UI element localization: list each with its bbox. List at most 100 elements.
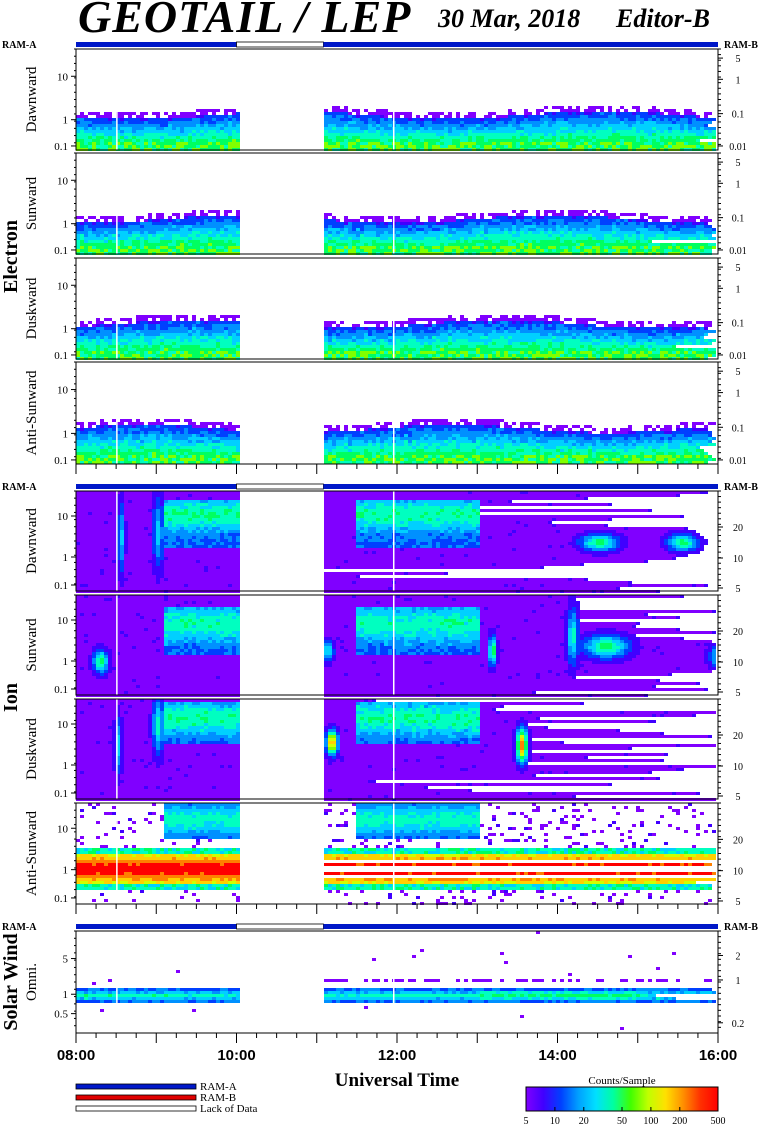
spectrogram-cell xyxy=(504,330,508,333)
spectrogram-cell xyxy=(564,613,568,616)
spectrogram-cell xyxy=(88,136,92,139)
spectrogram-cell xyxy=(588,446,592,449)
spectrogram-cell xyxy=(408,127,412,130)
spectrogram-cell xyxy=(432,145,440,148)
spectrogram-cell xyxy=(128,339,132,342)
spectrogram-cell xyxy=(676,434,684,437)
spectrogram-cell xyxy=(488,500,492,503)
spectrogram-cell xyxy=(168,458,172,461)
spectrogram-cell xyxy=(508,437,512,440)
spectrogram-cell xyxy=(160,545,164,548)
spectrogram-cell xyxy=(104,521,108,524)
spectrogram-cell xyxy=(348,449,352,452)
spectrogram-cell xyxy=(616,231,636,234)
spectrogram-cell xyxy=(336,351,340,354)
spectrogram-cell xyxy=(404,434,408,437)
spectrogram-cell xyxy=(508,228,512,231)
spectrogram-cell xyxy=(168,578,240,581)
spectrogram-cell xyxy=(604,524,608,527)
spectrogram-cell xyxy=(76,530,116,533)
spectrogram-cell xyxy=(380,449,384,452)
spectrogram-cell xyxy=(668,324,688,327)
spectrogram-cell xyxy=(580,494,676,497)
spectrogram-cell xyxy=(328,136,336,139)
spectrogram-cell xyxy=(76,345,80,348)
spectrogram-cell xyxy=(560,601,568,604)
spectrogram-cell xyxy=(532,240,536,243)
spectrogram-cell xyxy=(548,234,552,237)
spectrogram-cell xyxy=(376,246,380,249)
spectrogram-cell xyxy=(616,455,620,458)
spectrogram-cell xyxy=(636,321,644,324)
spectrogram-cell xyxy=(680,422,688,425)
spectrogram-cell xyxy=(88,434,92,437)
spectrogram-cell xyxy=(680,333,704,336)
spectrogram-cell xyxy=(400,422,404,425)
spectrogram-cell xyxy=(336,440,348,443)
spectrogram-cell xyxy=(464,530,476,533)
spectrogram-cell xyxy=(104,318,112,321)
spectrogram-cell xyxy=(680,237,688,240)
spectrogram-cell xyxy=(480,458,484,461)
spectrogram-cell xyxy=(644,351,648,354)
spectrogram-cell xyxy=(640,351,644,354)
spectrogram-cell xyxy=(332,336,336,339)
spectrogram-cell xyxy=(144,139,148,142)
spectrogram-cell xyxy=(188,339,192,342)
spectrogram-cell xyxy=(536,351,540,354)
spectrogram-cell xyxy=(192,318,196,321)
spectrogram-cell xyxy=(504,231,508,234)
spectrogram-cell xyxy=(432,443,440,446)
spectrogram-cell xyxy=(76,503,116,506)
spectrogram-cell xyxy=(360,115,380,118)
spectrogram-cell xyxy=(96,330,100,333)
spectrogram-cell xyxy=(596,321,608,324)
spectrogram-cell xyxy=(324,458,328,461)
spectrogram-cell xyxy=(396,619,404,622)
spectrogram-cell xyxy=(624,222,628,225)
spectrogram-cell xyxy=(372,240,376,243)
spectrogram-cell xyxy=(152,112,160,115)
spectrogram-cell xyxy=(508,243,516,246)
spectrogram-cell xyxy=(704,112,712,115)
spectrogram-cell xyxy=(140,139,144,142)
spectrogram-cell xyxy=(468,324,484,327)
spectrogram-cell xyxy=(112,219,124,222)
spectrogram-cell xyxy=(328,246,332,249)
spectrogram-cell xyxy=(428,127,432,130)
spectrogram-cell xyxy=(652,339,664,342)
spectrogram-cell xyxy=(524,142,532,145)
spectrogram-cell xyxy=(704,145,716,148)
spectrogram-cell xyxy=(408,354,412,357)
spectrogram-cell xyxy=(76,631,120,634)
spectrogram-cell xyxy=(644,425,652,428)
spectrogram-cell xyxy=(352,243,356,246)
spectrogram-cell xyxy=(568,112,572,115)
spectrogram-cell xyxy=(108,428,112,431)
spectrogram-cell xyxy=(684,434,692,437)
spectrogram-cell xyxy=(500,431,512,434)
spectrogram-cell xyxy=(472,536,476,539)
spectrogram-cell xyxy=(180,542,184,545)
spectrogram-cell xyxy=(524,431,532,434)
spectrogram-cell xyxy=(644,342,656,345)
spectrogram-cell xyxy=(136,419,140,422)
spectrogram-cell xyxy=(76,237,80,240)
spectrogram-cell xyxy=(648,109,660,112)
spectrogram-cell xyxy=(620,351,624,354)
spectrogram-cell xyxy=(660,112,664,115)
spectrogram-cell xyxy=(200,231,208,234)
spectrogram-cell xyxy=(432,539,452,542)
spectrogram-cell xyxy=(144,345,148,348)
spectrogram-cell xyxy=(172,437,188,440)
spectrogram-cell xyxy=(480,234,484,237)
spectrogram-cell xyxy=(628,581,632,584)
spectrogram-cell xyxy=(88,216,96,219)
spectrogram-cell xyxy=(480,351,492,354)
spectrogram-cell xyxy=(128,458,136,461)
spectrogram-cell xyxy=(452,249,456,252)
spectrogram-cell xyxy=(416,130,420,133)
spectrogram-cell xyxy=(140,613,164,616)
spectrogram-cell xyxy=(520,231,524,234)
spectrogram-cell xyxy=(192,503,196,506)
